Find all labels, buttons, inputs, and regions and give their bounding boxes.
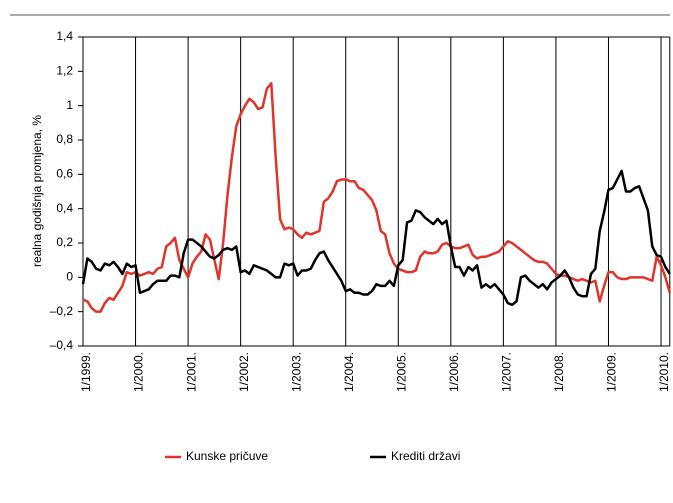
- line-series: [81, 169, 671, 307]
- y-tick-label: –0,4: [50, 338, 74, 352]
- x-tick-label: 1/2001.: [184, 352, 198, 392]
- x-tick-label: 1/2008.: [552, 352, 566, 392]
- x-tick-label: 1/2007.: [500, 352, 514, 392]
- x-tick-label: 1/2005.: [394, 352, 408, 392]
- x-tick-label: 1/2000.: [132, 352, 146, 392]
- x-tick-label: 1/2002.: [237, 352, 251, 392]
- line-series: [82, 82, 671, 313]
- y-tick-label: 1,2: [56, 64, 73, 78]
- x-tick-label: 1/1999.: [79, 352, 93, 392]
- x-tick-label: 1/2010.: [657, 352, 671, 392]
- x-tick-label: 1/2003.: [289, 352, 303, 392]
- legend-label: Kunske pričuve: [186, 449, 268, 463]
- y-tick-label: 1,4: [56, 29, 73, 43]
- y-tick-label: 1: [66, 98, 73, 112]
- y-tick-label: 0,8: [56, 132, 73, 146]
- x-tick-label: 1/2004.: [342, 352, 356, 392]
- y-axis-label: realna godišnja promjena, %: [30, 115, 44, 267]
- y-tick-label: 0: [66, 270, 73, 284]
- y-tick-label: 0,4: [56, 201, 73, 215]
- legend-label: Krediti državi: [391, 449, 460, 463]
- y-tick-label: 0,2: [56, 235, 73, 249]
- x-tick-label: 1/2009.: [605, 352, 619, 392]
- y-tick-label: –0,2: [50, 304, 74, 318]
- y-tick-label: 0,6: [56, 167, 73, 181]
- x-tick-label: 1/2006.: [447, 352, 461, 392]
